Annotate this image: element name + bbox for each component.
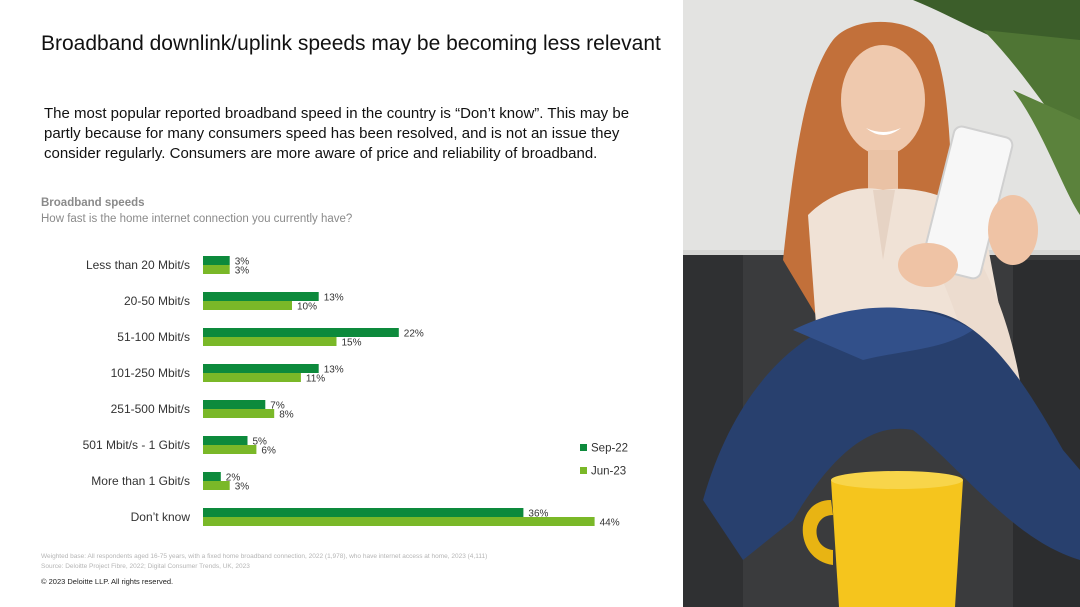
data-label: 13% [324,365,344,376]
bar-jun-23 [203,373,301,382]
bar-chart: Less than 20 Mbit/s 3%3%20-50 Mbit/s 13%10… [83,256,628,529]
data-label: 36% [528,509,548,520]
bar-sep-22 [203,436,248,445]
woman-with-tablet-photo [683,0,1080,607]
bar-jun-23 [203,445,257,454]
category-label: 501 Mbit/s - 1 Gbit/s [83,438,190,452]
data-label: 3% [235,266,250,277]
data-label: 22% [404,329,424,340]
bar-sep-22 [203,256,230,265]
data-label: 8% [279,410,294,421]
footnote-source: Source: Deloitte Project Fibre, 2022; Di… [41,563,250,570]
data-label: 15% [342,338,362,349]
data-label: 7% [270,401,285,412]
bar-sep-22 [203,328,399,337]
category-label: Less than 20 Mbit/s [86,258,190,272]
data-label: 3% [235,257,250,268]
bar-sep-22 [203,508,524,517]
bar-jun-23 [203,301,292,310]
data-label: 2% [226,473,241,484]
bar-sep-22 [203,364,319,373]
category-label: 101-250 Mbit/s [111,366,190,380]
bar-sep-22 [203,292,319,301]
intro-paragraph: The most popular reported broadband spee… [44,105,630,162]
category-label: 251-500 Mbit/s [111,402,190,416]
data-label: 11% [306,374,325,385]
category-label: Don’t know [131,510,191,524]
legend-label: Sep-22 [591,443,628,455]
data-label: 6% [261,446,276,457]
data-label: 5% [253,437,268,448]
legend-label: Jun-23 [591,466,626,478]
chart-question: How fast is the home internet connection… [41,213,353,225]
copyright: © 2023 Deloitte LLP. All rights reserved… [41,577,174,586]
bar-jun-23 [203,481,230,490]
chart-heading: Broadband speeds [41,197,145,209]
category-label: 20-50 Mbit/s [124,294,190,308]
bar-sep-22 [203,400,266,409]
footnote-base: Weighted base: All respondents aged 16-7… [41,553,488,560]
category-label: More than 1 Gbit/s [91,474,190,488]
data-label: 13% [324,293,344,304]
category-label: 51-100 Mbit/s [117,330,190,344]
bar-sep-22 [203,472,221,481]
slide-title: Broadband downlink/uplink speeds may be … [41,32,661,55]
bar-jun-23 [203,409,275,418]
data-label: 10% [297,302,317,313]
legend-swatch-sep-22 [580,444,587,451]
bar-jun-23 [203,265,230,274]
bar-jun-23 [203,337,337,346]
data-label: 44% [600,518,620,529]
legend-swatch-jun-23 [580,467,587,474]
data-label: 3% [235,482,250,493]
bar-jun-23 [203,517,595,526]
